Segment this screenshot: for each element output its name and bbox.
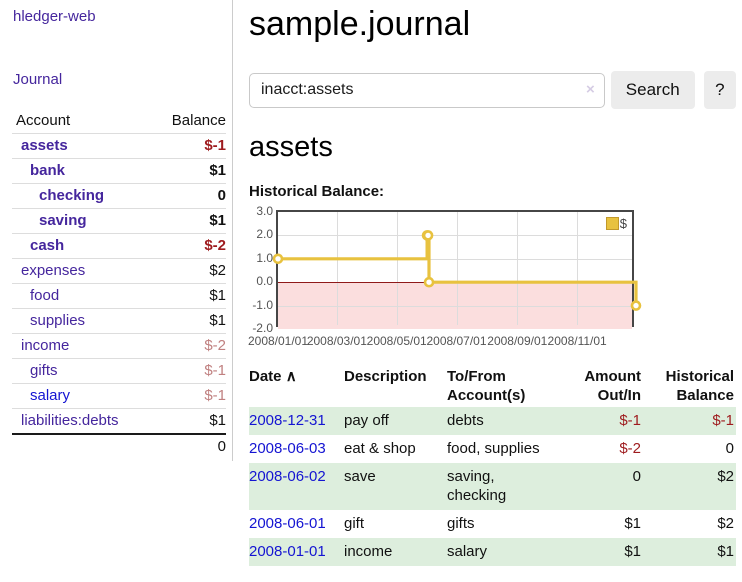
accounts-col-account: Account [16,112,71,129]
account-row: salary $-1 [12,383,226,409]
account-row: cash $-2 [12,233,226,259]
transaction-amount: $-1 [619,412,641,429]
transaction-balance: $1 [717,543,734,560]
account-row: food $1 [12,283,226,309]
account-balance: $2 [150,258,226,284]
account-row: expenses $2 [12,258,226,284]
register-col-accounts: To/From Account(s) [447,368,526,404]
transaction-accounts: salary [447,543,488,560]
account-row: bank $1 [12,158,226,184]
sidebar: hledger-web Journal Account Balance asse… [0,0,233,461]
transaction-accounts: saving, checking [447,468,507,504]
account-link-saving[interactable]: saving [39,212,87,229]
chart-plot: $ [272,210,642,329]
register-header-row: Date ∧ Description To/From Account(s) Am… [249,365,736,407]
transaction-balance: $2 [717,468,734,485]
account-heading: assets [249,131,333,163]
account-row: income $-2 [12,333,226,359]
account-link-supplies[interactable]: supplies [30,312,86,329]
account-balance: $-1 [150,133,226,159]
account-link-food[interactable]: food [30,287,60,304]
register-row: 2008-06-02 save saving, checking 0 $2 [249,463,736,510]
transaction-description: gift [344,515,365,532]
search-form: × Search ? [249,71,736,109]
accounts-col-balance: Balance [171,112,226,129]
account-row: assets $-1 [12,133,226,159]
account-link-income[interactable]: income [21,337,70,354]
register-row: 2008-01-01 income salary $1 $1 [249,538,736,566]
account-link-checking[interactable]: checking [39,187,105,204]
account-balance: $1 [150,158,226,184]
account-link-expenses[interactable]: expenses [21,262,86,279]
register-col-description: Description [344,368,427,385]
main-content: sample.journal × Search ? assets Histori… [248,0,736,566]
transaction-date-link[interactable]: 2008-06-01 [249,515,326,532]
account-link-gifts[interactable]: gifts [30,362,58,379]
transaction-date-link[interactable]: 2008-01-01 [249,543,326,560]
transaction-amount: $-2 [619,440,641,457]
account-row: liabilities:debts $1 [12,408,226,434]
help-button[interactable]: ? [703,71,736,109]
transaction-accounts: gifts [447,515,475,532]
accounts-header-row: Account Balance [12,109,226,134]
register-col-amount: Amount Out/In [584,368,641,404]
transaction-balance: 0 [725,440,734,457]
register-col-date[interactable]: Date ∧ [249,368,297,385]
account-balance: 0 [150,183,226,209]
account-balance: $1 [150,283,226,309]
legend-label: $ [619,216,627,231]
transaction-accounts: debts [447,412,484,429]
transaction-amount: $1 [624,515,641,532]
search-input[interactable] [249,72,605,108]
transaction-date-link[interactable]: 2008-06-03 [249,440,326,457]
transaction-balance: $2 [717,515,734,532]
transaction-description: eat & shop [344,440,416,457]
transaction-date-link[interactable]: 2008-06-02 [249,468,326,485]
account-link-liabilities-debts[interactable]: liabilities:debts [21,412,119,429]
transaction-amount: 0 [632,468,641,485]
accounts-table: Account Balance assets $-1 bank $1 checkin… [12,109,226,459]
account-row: supplies $1 [12,308,226,334]
account-balance: $1 [150,208,226,234]
chart-legend: $ [603,215,629,232]
account-balance: $-2 [150,233,226,259]
sidebar-item-journal[interactable]: Journal [13,71,63,88]
sort-ascending-icon: ∧ [285,368,297,385]
account-row: gifts $-1 [12,358,226,384]
register-row: 2008-06-03 eat & shop food, supplies $-2… [249,435,736,463]
account-balance: $-1 [150,383,226,409]
register-row: 2008-12-31 pay off debts $-1 $-1 [249,407,736,435]
app-brand-link[interactable]: hledger-web [13,8,96,25]
historical-balance-chart: $ 3.0 2.0 1.0 0.0 -1.0 -2.0 2008/01/01 2008/03… [248,204,736,348]
account-balance: $1 [150,308,226,334]
account-row: checking 0 [12,183,226,209]
register-row: 2008-06-01 gift gifts $1 $2 [249,510,736,538]
transaction-description: income [344,543,393,560]
clear-search-icon[interactable]: × [586,80,595,98]
account-balance: $1 [150,408,226,434]
accounts-total-row: 0 [12,433,226,459]
accounts-total-value: 0 [150,433,226,459]
transaction-description: save [344,468,376,485]
legend-swatch-icon [605,217,619,230]
transaction-balance: $-1 [712,412,734,429]
search-button[interactable]: Search [610,71,695,109]
account-link-salary[interactable]: salary [30,387,71,404]
register-table: Date ∧ Description To/From Account(s) Am… [249,365,736,566]
account-link-cash[interactable]: cash [30,237,65,254]
account-row: saving $1 [12,208,226,234]
transaction-date-link[interactable]: 2008-12-31 [249,412,326,429]
transaction-description: pay off [344,412,389,429]
account-link-bank[interactable]: bank [30,162,66,179]
account-balance: $-1 [150,358,226,384]
account-balance: $-2 [150,333,226,359]
account-link-assets[interactable]: assets [21,137,68,154]
chart-title: Historical Balance: [249,183,385,200]
transaction-amount: $1 [624,543,641,560]
transaction-accounts: food, supplies [447,440,540,457]
register-col-balance: Historical Balance [665,368,734,404]
page-title: sample.journal [249,5,471,43]
